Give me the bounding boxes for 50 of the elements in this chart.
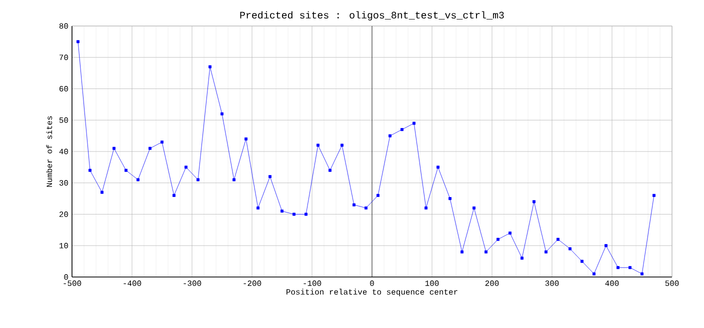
point [124,168,128,172]
point [556,238,560,241]
point [652,194,656,197]
point [592,272,596,276]
point [172,194,176,197]
point [448,197,452,200]
point [112,146,116,150]
point [616,266,620,270]
point [496,238,500,241]
point [424,206,428,210]
point [388,134,392,138]
point [88,168,92,172]
point [484,250,488,254]
point [136,178,140,182]
point [232,178,236,182]
point [160,140,164,144]
point [640,272,644,276]
point [256,206,260,210]
point [472,206,476,210]
point [292,212,296,216]
point [400,128,404,132]
point [532,200,536,204]
chart-title: Predicted sites : oligos_8nt_test_vs_ctrl_m3 [240,11,504,20]
point [544,250,548,254]
point [436,166,440,169]
point [412,122,416,125]
point [580,260,584,263]
point [340,144,344,147]
point [244,137,248,140]
point [196,178,200,182]
point [268,175,272,178]
point [280,210,284,213]
point [520,256,524,260]
point [148,146,152,150]
point [304,212,308,216]
point [352,203,356,206]
point [208,65,212,68]
point [364,206,368,210]
point [100,190,104,194]
point [604,244,608,248]
point [460,250,464,254]
point [628,266,632,270]
point [376,194,380,197]
point [568,247,572,250]
point [508,232,512,235]
point [328,168,332,172]
point [316,144,320,147]
point [76,40,80,44]
point [184,166,188,169]
point [220,112,224,116]
